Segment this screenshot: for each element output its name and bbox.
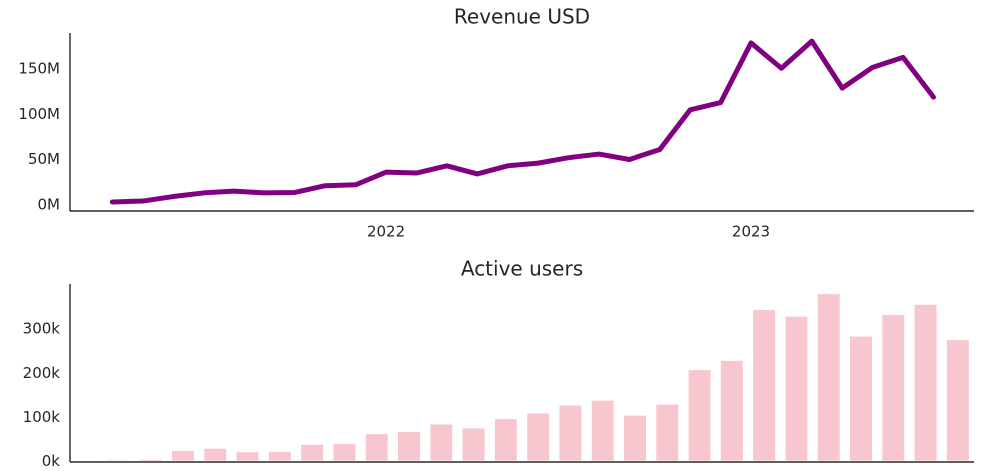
y-tick-label: 150M — [18, 60, 60, 78]
chart-title: Active users — [461, 257, 583, 281]
y-tick-label: 0M — [38, 195, 61, 213]
bar — [688, 370, 711, 461]
bar — [591, 400, 614, 461]
x-tick-label: 2022 — [367, 223, 405, 241]
bar — [268, 451, 291, 461]
y-tick-label: 100k — [23, 408, 61, 426]
bar — [785, 316, 808, 461]
bar — [172, 450, 194, 461]
bar — [204, 448, 227, 461]
bar — [946, 340, 969, 461]
bar — [559, 405, 582, 461]
chart-title: Revenue USD — [454, 5, 590, 29]
bar — [236, 452, 259, 461]
x-tick-label: 2023 — [732, 223, 770, 241]
bar — [914, 304, 937, 461]
y-tick-label: 100M — [18, 105, 60, 123]
y-tick-label: 200k — [23, 364, 61, 382]
y-tick-label: 300k — [23, 320, 61, 338]
bar — [494, 419, 517, 461]
bar — [139, 459, 162, 461]
bar — [398, 431, 420, 461]
bar — [656, 404, 679, 461]
bar — [882, 314, 905, 461]
bar — [527, 413, 550, 461]
line — [109, 38, 936, 205]
y-tick-label: 0k — [42, 452, 61, 470]
bar — [753, 310, 776, 461]
y-tick-label: 50M — [28, 150, 60, 168]
bar — [720, 360, 743, 461]
bar — [333, 443, 356, 461]
bar — [817, 294, 840, 461]
bar — [850, 336, 872, 461]
bar — [365, 434, 388, 461]
bar — [462, 428, 485, 461]
bar — [624, 415, 646, 461]
bar — [430, 424, 453, 461]
bar — [301, 444, 324, 461]
